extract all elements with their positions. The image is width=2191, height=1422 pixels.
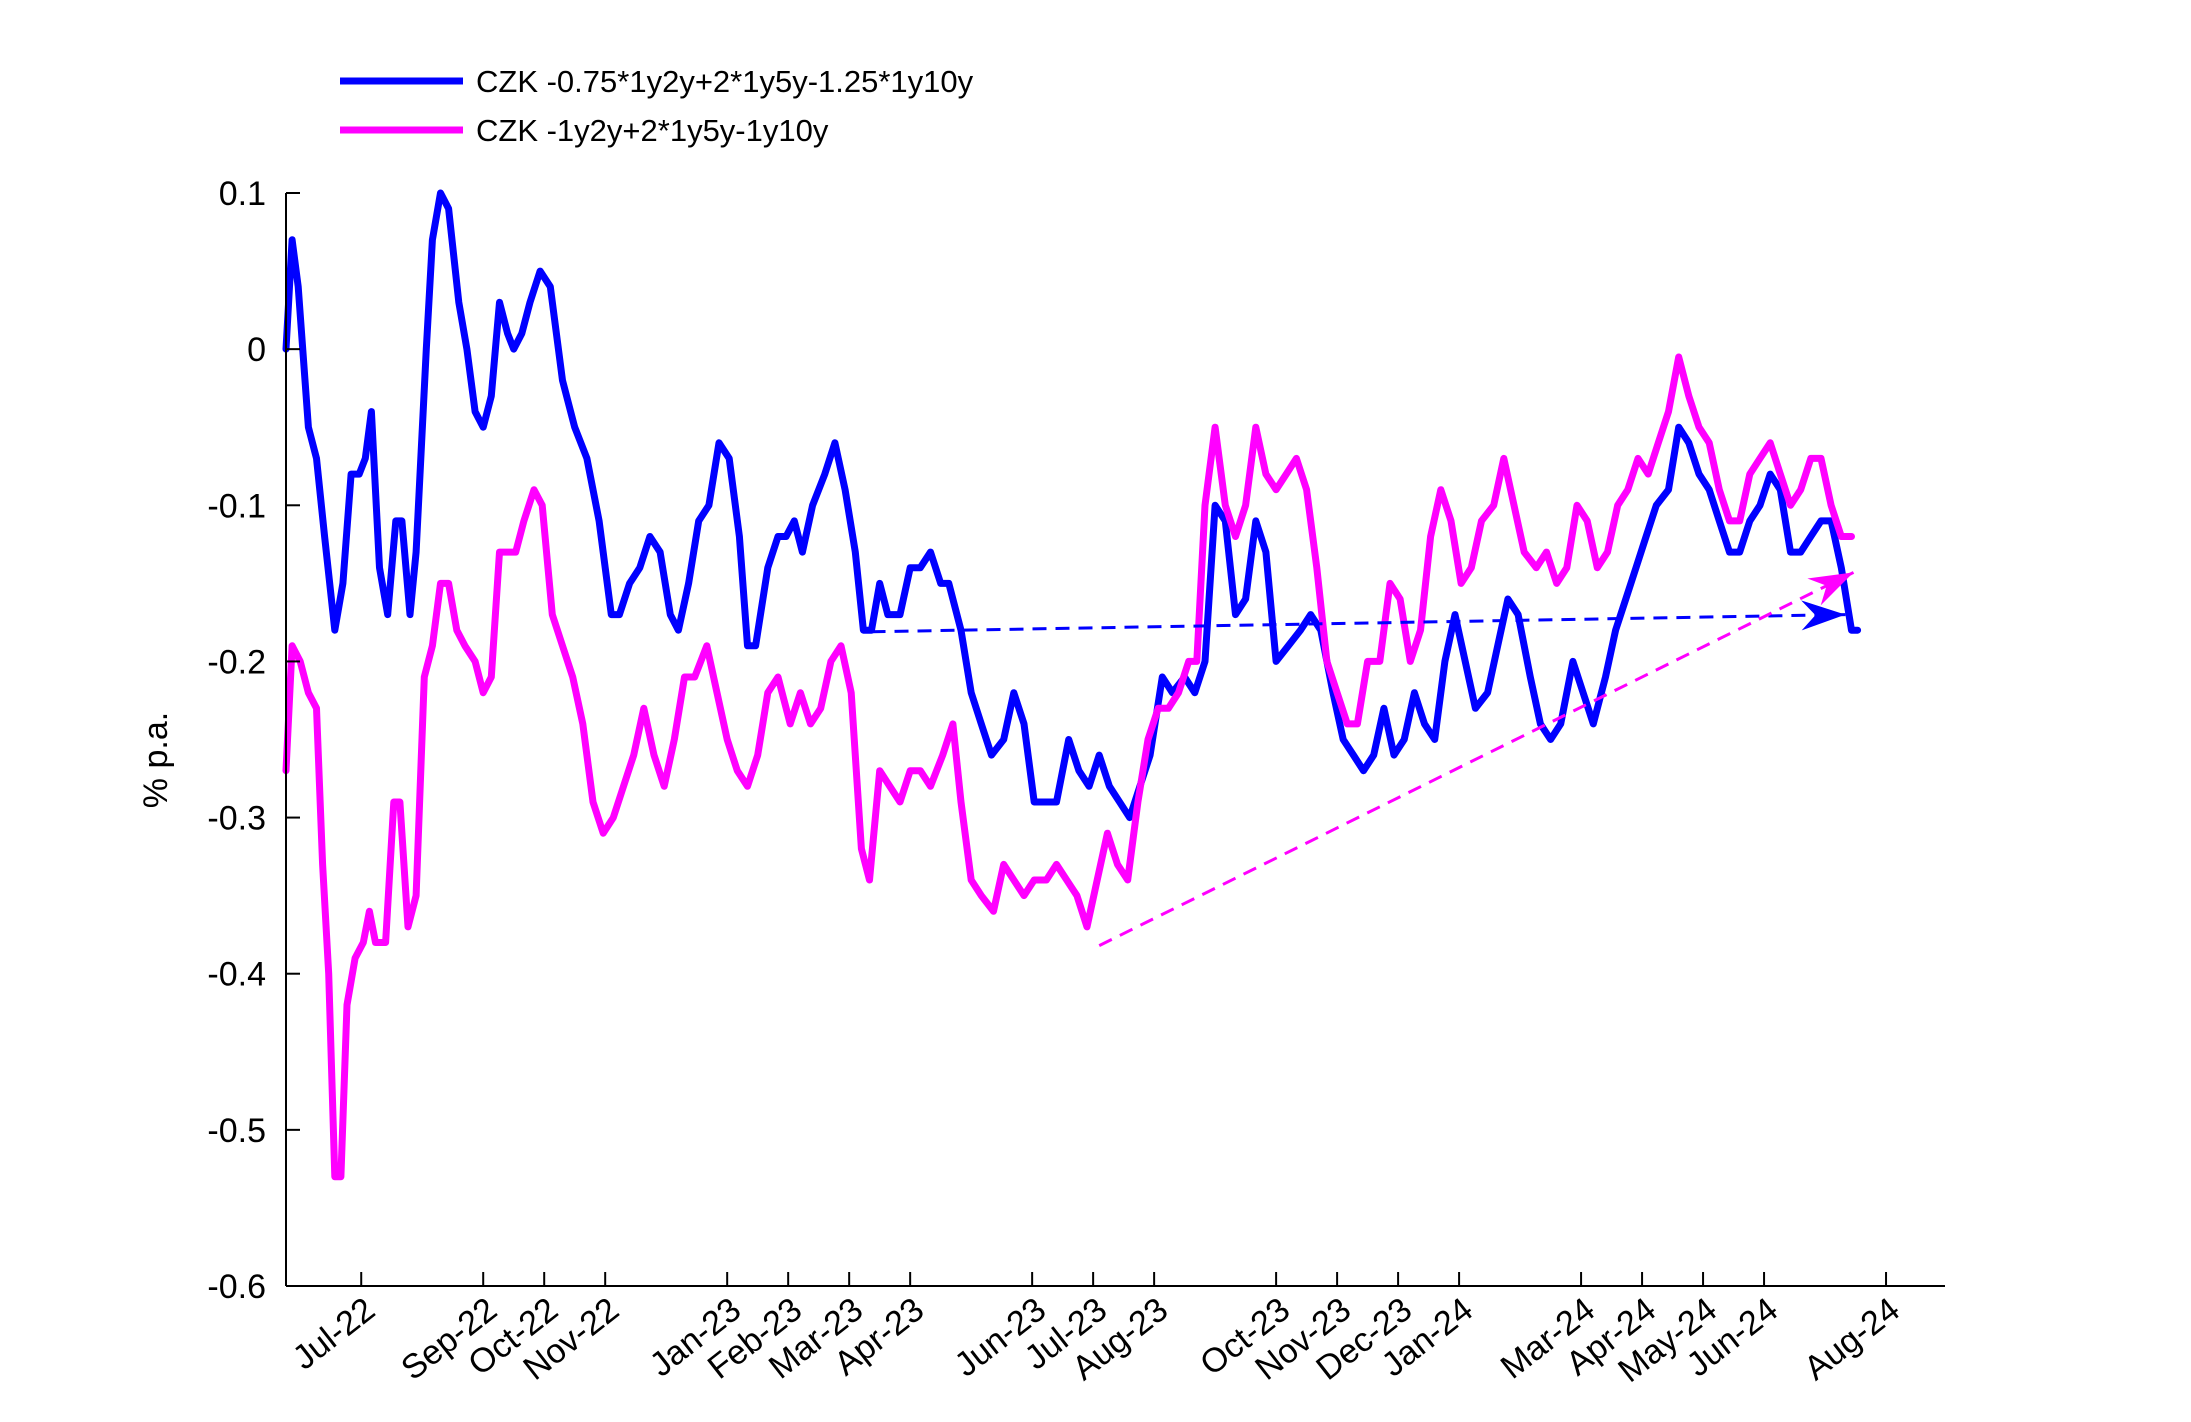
annotations xyxy=(871,571,1855,947)
axes: 0.1 0 -0.1 -0.2 -0.3 -0.4 -0.5 -0.6 Jul-22 Sep-2… xyxy=(137,175,1945,1390)
y-ticks: 0.1 0 -0.1 -0.2 -0.3 -0.4 -0.5 -0.6 xyxy=(207,175,300,1306)
trend-arrow-head-1 xyxy=(1801,600,1846,631)
legend-label-series-2: CZK -1y2y+2*1y5y-1y10y xyxy=(476,113,829,148)
y-tick-label: -0.1 xyxy=(207,487,266,525)
x-tick-label: Aug-24 xyxy=(1797,1290,1907,1387)
plot-lines xyxy=(282,189,1862,1181)
trend-arrow-line-1 xyxy=(871,613,1846,634)
trend-arrow-line-2 xyxy=(1098,571,1855,947)
y-tick-label: -0.4 xyxy=(207,956,266,994)
x-tick-label: Jul-22 xyxy=(286,1290,382,1377)
legend: CZK -0.75*1y2y+2*1y5y-1.25*1y10y CZK -1y… xyxy=(340,64,974,148)
legend-label-series-1: CZK -0.75*1y2y+2*1y5y-1.25*1y10y xyxy=(476,64,974,99)
y-tick-label: -0.2 xyxy=(207,643,266,681)
series-line-1 xyxy=(282,189,1862,822)
series-line-2 xyxy=(282,353,1855,1181)
y-axis-title: % p.a. xyxy=(137,712,175,808)
y-tick-label: -0.5 xyxy=(207,1112,266,1150)
trend-arrow-head-2 xyxy=(1807,572,1854,606)
y-tick-label: 0.1 xyxy=(219,175,266,213)
y-tick-label: 0 xyxy=(247,331,266,369)
y-tick-label: -0.3 xyxy=(207,800,266,838)
y-tick-label: -0.6 xyxy=(207,1268,266,1306)
